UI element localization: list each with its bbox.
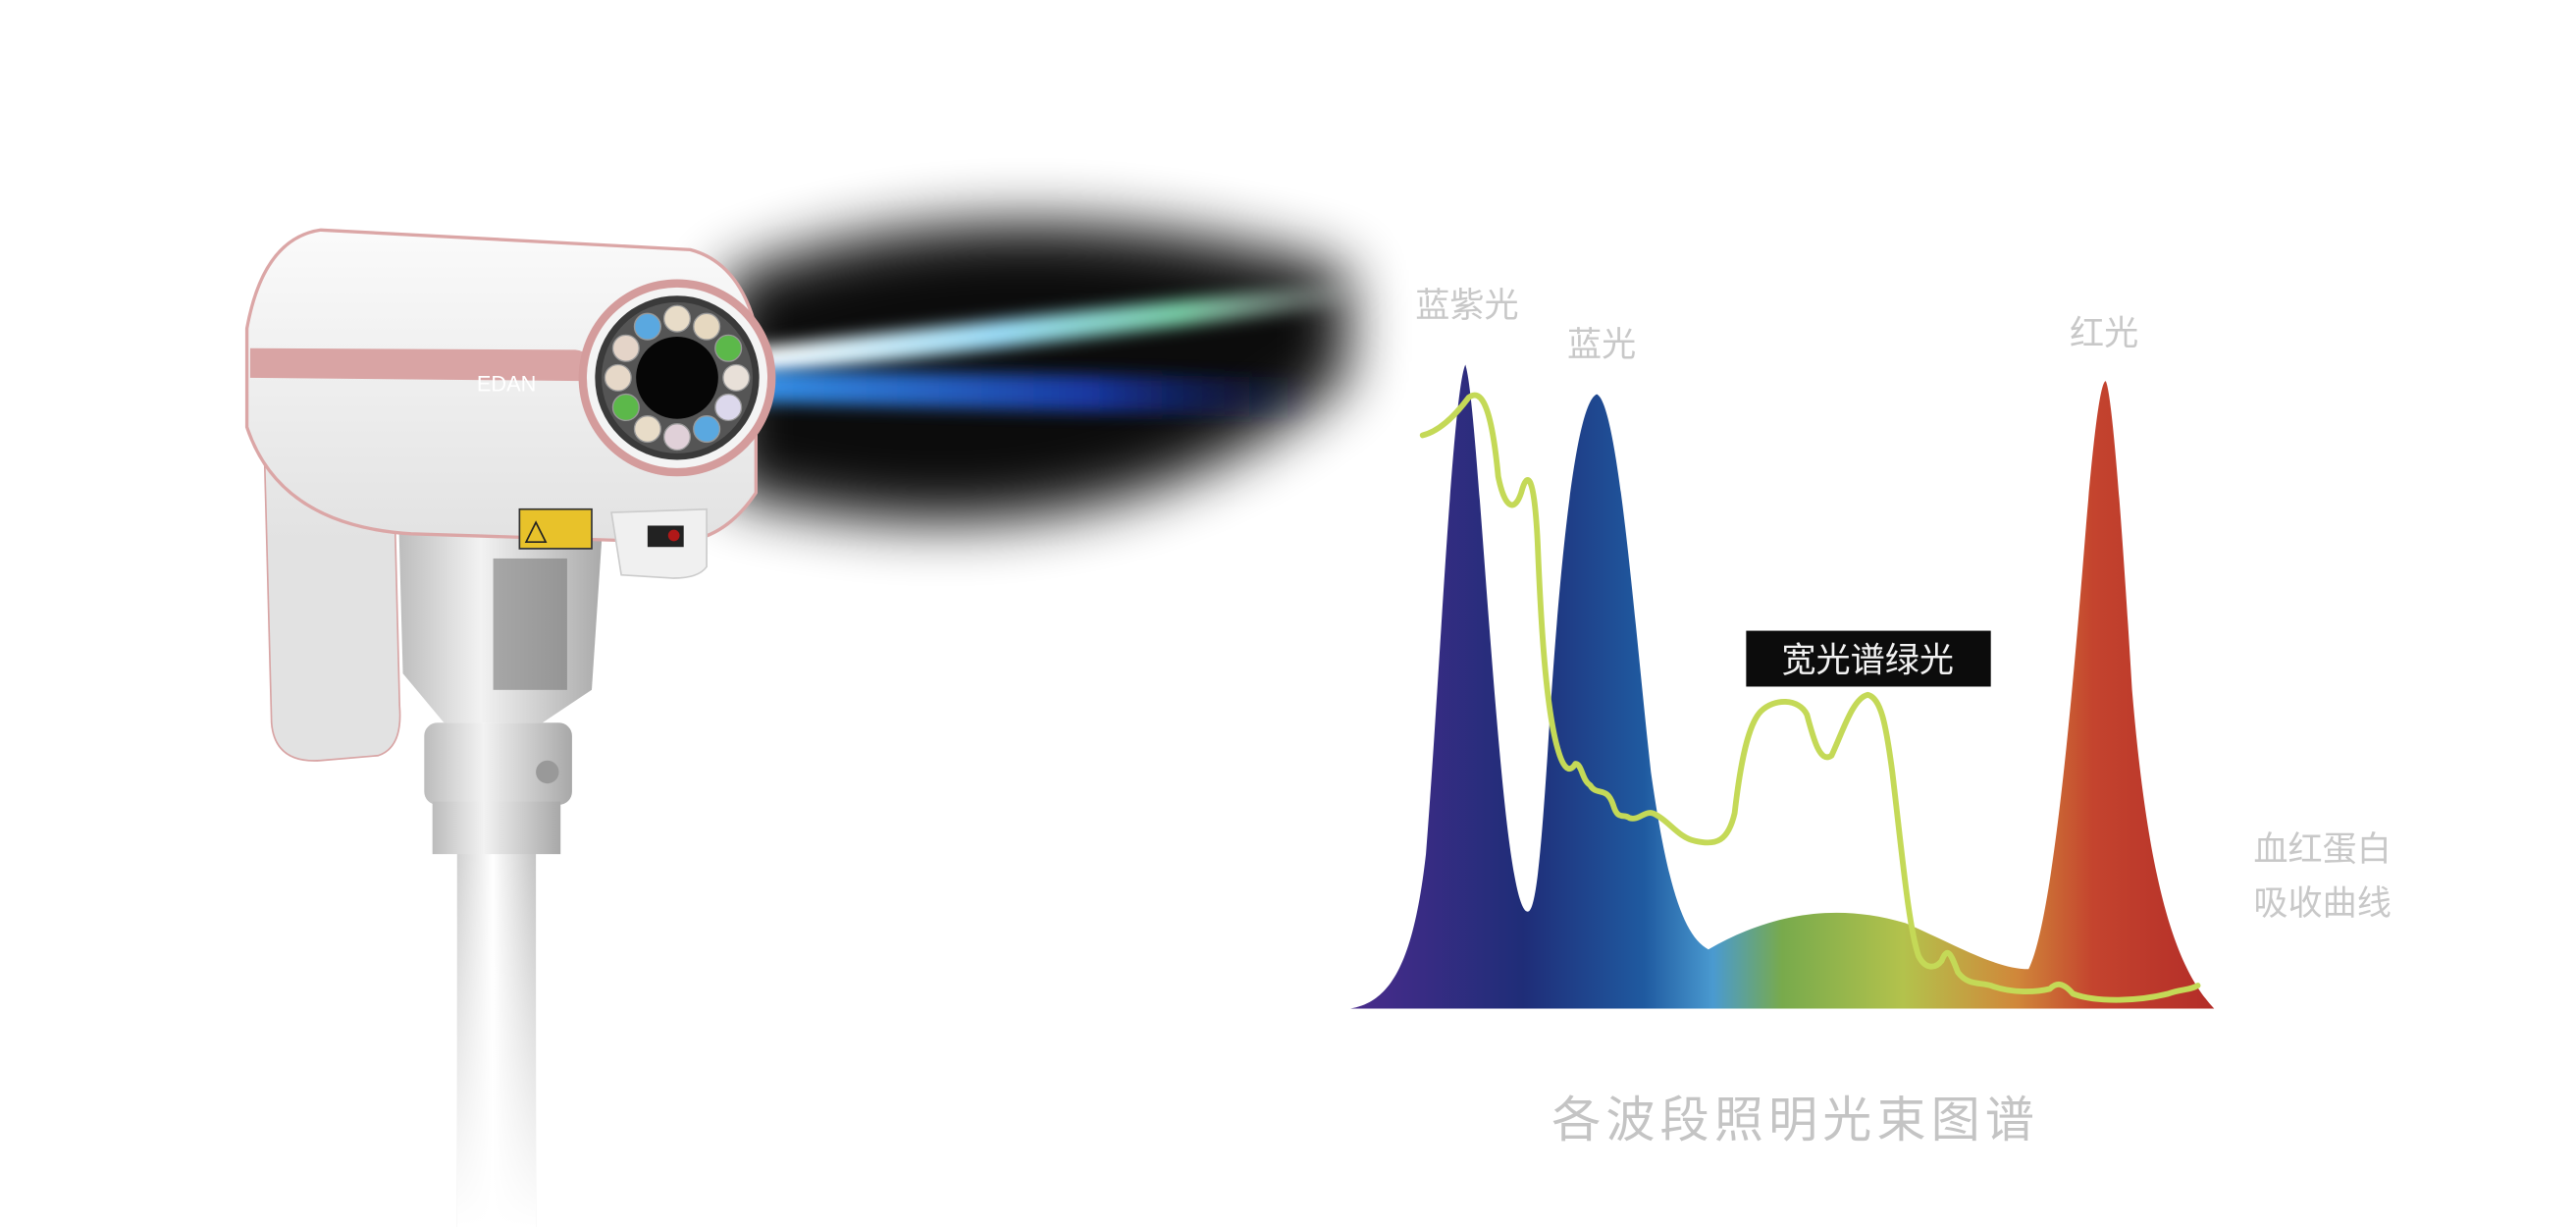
led-3 [693, 312, 721, 341]
led-2 [662, 304, 692, 333]
hemoglobin-absorption-curve [1419, 392, 2201, 1003]
led-5 [722, 363, 751, 392]
dermatoscope-device: EDAN [244, 228, 776, 1227]
peak-label-violet: 蓝紫光 [1415, 286, 1518, 326]
curve-label-line2: 吸收曲线 [2253, 883, 2392, 924]
led-1 [633, 312, 661, 341]
led-7 [693, 414, 721, 444]
light-beam [722, 222, 1364, 522]
mount-collar [424, 722, 572, 805]
peak-label-red: 红光 [2070, 313, 2138, 353]
diagram-caption: 各波段照明光束图谱 [1551, 1091, 2039, 1148]
accent-stripe [249, 347, 592, 382]
led-4 [714, 334, 743, 362]
led-6 [714, 393, 743, 422]
brand-logo: EDAN [477, 371, 536, 396]
spectrum-diagram: 蓝紫光 蓝光 红光 宽光谱绿光 血红蛋白 吸收曲线 各波段照明光束图谱 [1350, 286, 2392, 1148]
led-10 [611, 393, 640, 422]
green-band-label-box [1746, 630, 1991, 687]
led-9 [633, 414, 661, 444]
led-ring [604, 304, 751, 452]
led-8 [662, 423, 692, 452]
green-band-label: 宽光谱绿光 [1781, 640, 1954, 680]
led-11 [604, 363, 632, 392]
peak-label-blue: 蓝光 [1567, 325, 1636, 365]
camera-lens [636, 337, 718, 419]
spectrum-peaks [1350, 364, 2215, 1009]
curve-label-line1: 血红蛋白 [2253, 829, 2392, 870]
led-12 [611, 334, 640, 362]
